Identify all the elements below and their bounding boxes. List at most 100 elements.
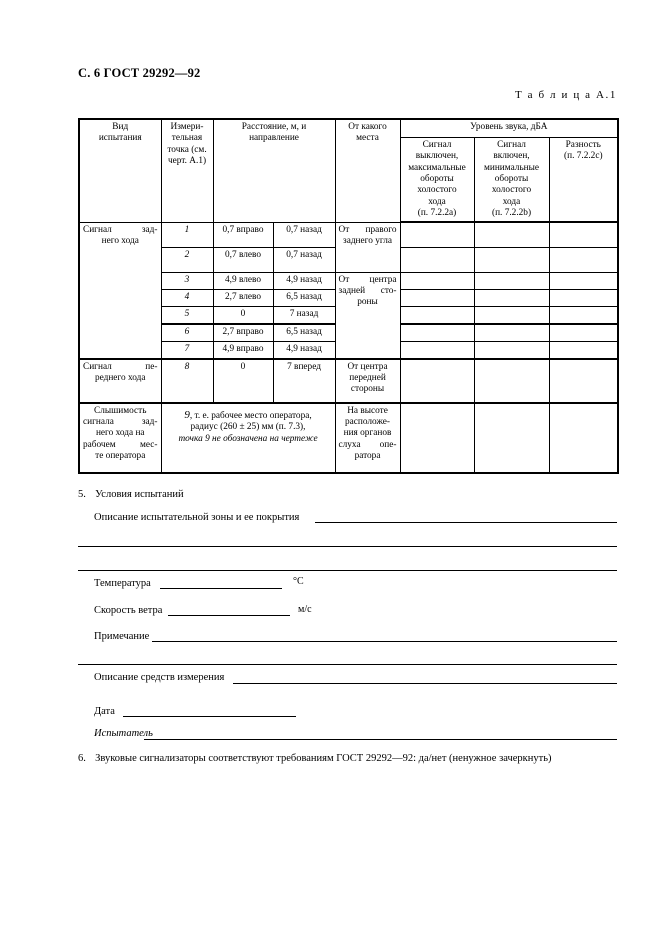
section-5-number: 5. <box>78 489 86 500</box>
section-5-heading: 5. Условия испытаний <box>78 489 184 500</box>
cell-point-8: 8 <box>160 357 214 404</box>
cell-sound-on-4[interactable] <box>473 288 550 307</box>
cell-from-3-line3: роны <box>357 297 378 308</box>
cell-sound-off-6[interactable] <box>399 323 475 342</box>
measurement-table-wrapper: Вид испытания Измери- тельная точка (см.… <box>78 117 620 474</box>
header-on-line2: включен, <box>493 151 530 162</box>
cell-sound-off-5[interactable] <box>399 305 475 325</box>
cell-sound-off-2[interactable] <box>399 246 475 273</box>
table-row: Слышимость сигнала зад- него хода на раб… <box>78 401 620 474</box>
cell-from-3-line2: задней сто- <box>338 286 397 297</box>
cell-point-2: 2 <box>160 246 214 273</box>
header-distance: Расстояние, м, и направление <box>212 117 336 223</box>
field-note-label: Примечание <box>94 631 150 642</box>
header-from-place: От какого места <box>334 117 401 223</box>
cell-kind-audibility-line3: него хода на <box>95 428 145 439</box>
table-row: 3 4,9 влево 4,9 назад От центра задней с… <box>79 271 620 360</box>
table-header-row-1: Вид испытания Измери- тельная точка (см.… <box>78 117 620 223</box>
cell-kind-forward-line2: реднего хода <box>94 373 146 384</box>
cell-from-aud-line3: ния органов <box>343 428 392 439</box>
cell-dist1-5: 0 <box>212 305 274 325</box>
table-row: Сигнал зад- него хода 1 0,7 вправо 0,7 н… <box>78 221 620 360</box>
cell-dist1-3: 4,9 влево <box>212 271 274 290</box>
cell-dist2-4: 6,5 назад <box>272 288 336 307</box>
header-point-line4: черт. А.1) <box>167 155 207 166</box>
cell-kind-forward-line1: Сигнал пе- <box>83 361 158 372</box>
running-head: С. 6 ГОСТ 29292—92 <box>78 66 201 80</box>
cell-sound-on-6[interactable] <box>473 323 550 342</box>
cell-sound-on-8[interactable] <box>473 357 550 404</box>
header-signal-off: Сигнал выключен, максимальные обороты хо… <box>399 137 475 224</box>
cell-diff-1[interactable] <box>548 221 620 248</box>
field-zone-input-line3[interactable] <box>78 570 617 571</box>
field-instruments-input[interactable] <box>233 683 617 684</box>
cell-sound-on-2[interactable] <box>473 246 550 273</box>
cell-sound-off-3[interactable] <box>399 271 475 290</box>
cell-from-8-line1: От центра <box>347 361 388 372</box>
note-point-number: 9 <box>184 408 190 421</box>
cell-diff-7[interactable] <box>548 340 620 360</box>
cell-dist1-8: 0 <box>212 357 274 404</box>
cell-audibility-note-line3: точка 9 не обозначена на чертеже <box>178 433 318 444</box>
header-signal-on: Сигнал включен, минимальные обороты холо… <box>473 137 550 224</box>
cell-dist2-5: 7 назад <box>272 305 336 325</box>
cell-from-aud-line5: ратора <box>354 451 381 462</box>
field-tester-label: Испытатель <box>94 728 153 739</box>
field-note-input[interactable] <box>152 641 617 642</box>
section-6: 6. Звуковые сигнализаторы соответствуют … <box>78 753 552 764</box>
field-wind-label: Скорость ветра <box>94 605 163 616</box>
cell-dist1-1: 0,7 вправо <box>212 221 274 248</box>
field-zone-input[interactable] <box>315 522 617 523</box>
cell-dist2-2: 0,7 назад <box>272 246 336 273</box>
field-date-input[interactable] <box>123 716 296 717</box>
header-distance-line1: Расстояние, м, и <box>241 122 307 132</box>
cell-sound-on-3[interactable] <box>473 271 550 290</box>
cell-sound-off-7[interactable] <box>399 340 475 360</box>
header-off-line4: обороты <box>420 173 454 184</box>
field-temp-label: Температура <box>94 578 151 589</box>
cell-dist1-7: 4,9 вправо <box>212 340 274 360</box>
field-zone-label: Описание испытательной зоны и ее покрыти… <box>94 512 300 523</box>
cell-kind-reverse-line1: Сигнал зад- <box>83 224 158 235</box>
cell-dist2-8: 7 вперед <box>272 357 336 404</box>
cell-diff-audibility[interactable] <box>548 401 620 474</box>
table-row: 5 0 7 назад <box>79 305 620 325</box>
cell-diff-2[interactable] <box>548 246 620 273</box>
cell-dist1-4: 2,7 влево <box>212 288 274 307</box>
cell-sound-on-5[interactable] <box>473 305 550 325</box>
cell-diff-6[interactable] <box>548 323 620 342</box>
cell-sound-off-8[interactable] <box>399 357 475 404</box>
cell-from-aud-line2: расположе- <box>345 417 390 428</box>
table-row: 4 2,7 влево 6,5 назад <box>79 288 620 307</box>
cell-audibility-note-line1: 9, т. е. рабочее место оператора, <box>165 409 332 422</box>
header-off-line6: хода <box>428 196 446 207</box>
cell-diff-5[interactable] <box>548 305 620 325</box>
field-note-input-line2[interactable] <box>78 664 617 665</box>
cell-diff-4[interactable] <box>548 288 620 307</box>
cell-point-1: 1 <box>160 221 214 248</box>
cell-sound-off-4[interactable] <box>399 288 475 307</box>
cell-sound-on-1[interactable] <box>473 221 550 248</box>
header-on-line3: минимальные <box>483 162 540 173</box>
header-on-line1: Сигнал <box>497 140 526 150</box>
field-tester-input[interactable] <box>144 739 617 740</box>
header-off-line2: выключен, <box>415 151 459 162</box>
cell-from-aud-line1: На высоте <box>347 405 388 416</box>
cell-sound-on-7[interactable] <box>473 340 550 360</box>
cell-sound-on-audibility[interactable] <box>473 401 550 474</box>
header-kind-line1: Вид <box>112 122 129 132</box>
header-point-line1: Измери- <box>170 122 204 132</box>
cell-point-6: 6 <box>160 323 214 342</box>
cell-diff-3[interactable] <box>548 271 620 290</box>
table-row: Сигнал пе- реднего хода 8 0 7 вперед От … <box>78 357 620 404</box>
cell-diff-8[interactable] <box>548 357 620 404</box>
field-temp-input[interactable] <box>160 588 282 589</box>
header-off-line3: максимальные <box>408 162 466 173</box>
cell-sound-off-audibility[interactable] <box>399 401 475 474</box>
cell-dist2-3: 4,9 назад <box>272 271 336 290</box>
field-zone-input-line2[interactable] <box>78 546 617 547</box>
cell-kind-reverse: Сигнал зад- него хода <box>78 221 162 360</box>
cell-dist2-7: 4,9 назад <box>272 340 336 360</box>
field-wind-input[interactable] <box>168 615 290 616</box>
cell-sound-off-1[interactable] <box>399 221 475 248</box>
